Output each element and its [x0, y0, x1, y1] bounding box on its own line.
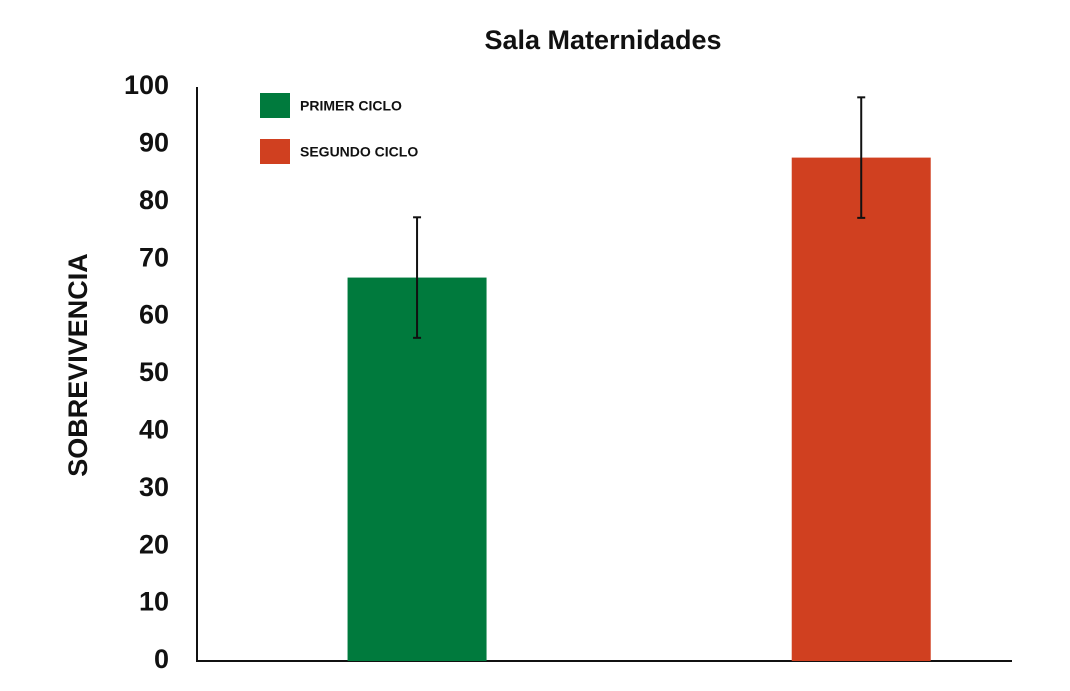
y-tick-label: 0 [154, 644, 169, 674]
error-bar [857, 96, 866, 219]
legend-label: PRIMER CICLO [300, 98, 402, 114]
y-tick-label: 70 [139, 242, 169, 272]
y-tick-label: 50 [139, 357, 169, 387]
y-tick-label: 10 [139, 587, 169, 617]
y-tick-label: 30 [139, 472, 169, 502]
legend-swatch [260, 139, 290, 164]
bar [791, 157, 931, 662]
bar [347, 277, 487, 661]
legend-label: SEGUNDO CICLO [300, 144, 418, 160]
y-tick-label: 100 [124, 70, 169, 100]
y-tick-label: 60 [139, 300, 169, 330]
y-tick-label: 40 [139, 415, 169, 445]
y-tick-label: 80 [139, 185, 169, 215]
y-tick-label: 20 [139, 529, 169, 559]
chart-title: Sala Maternidades [484, 25, 721, 55]
legend-swatch [260, 93, 290, 118]
y-axis-label: SOBREVIVENCIA [63, 253, 93, 477]
error-bar [413, 216, 422, 339]
y-tick-label: 90 [139, 128, 169, 158]
